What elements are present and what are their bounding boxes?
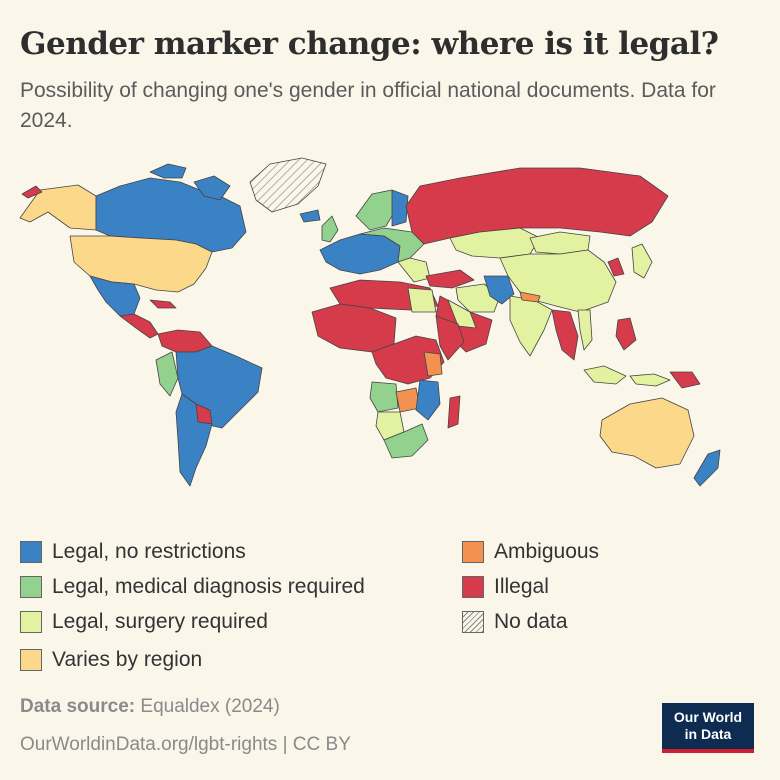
region-indonesia-west: [583, 365, 627, 385]
legend-item-ambiguous: Ambiguous: [462, 540, 599, 564]
region-south-africa: [383, 423, 429, 459]
region-saudi-arabia-interior: [447, 299, 477, 329]
legend-item-no-data: No data: [462, 610, 568, 634]
region-pakistan-afghanistan: [483, 275, 515, 305]
region-vietnam: [577, 309, 593, 351]
chart-title: Gender marker change: where is it legal?: [20, 26, 719, 62]
data-source: Data source: Equaldex (2024): [20, 696, 280, 718]
legend-swatch-yellow: [20, 649, 42, 671]
legend-swatch-green: [20, 576, 42, 598]
region-usa: [69, 235, 213, 293]
source-url[interactable]: OurWorldinData.org/lgbt-rights | CC BY: [20, 734, 351, 755]
legend-item-legal-medical-diagnosis: Legal, medical diagnosis required: [20, 575, 365, 599]
region-greenland: [249, 157, 327, 213]
logo-line-2: in Data: [684, 726, 732, 742]
region-baffin: [193, 175, 231, 201]
region-philippines: [615, 317, 637, 351]
legend-item-varies-by-region: Varies by region: [20, 648, 202, 672]
region-new-zealand: [693, 449, 721, 487]
region-angola: [369, 381, 399, 413]
data-source-label: Data source:: [20, 696, 136, 717]
region-egypt: [407, 287, 437, 313]
region-central-america: [119, 313, 159, 339]
data-source-value: Equaldex (2024): [140, 696, 280, 717]
region-cuba: [149, 299, 177, 309]
legend-label: Legal, medical diagnosis required: [52, 575, 365, 598]
legend-swatch-orange: [462, 541, 484, 563]
legend-label: Varies by region: [52, 648, 203, 671]
owid-logo[interactable]: Our World in Data: [662, 703, 754, 753]
region-canada-islands: [149, 163, 187, 179]
region-madagascar: [447, 395, 461, 429]
region-balkans: [397, 257, 431, 283]
region-western-europe: [319, 233, 401, 275]
region-png: [669, 371, 701, 389]
legend-swatch-lightgreen: [20, 611, 42, 633]
legend-swatch-blue: [20, 541, 42, 563]
region-korea: [607, 257, 625, 277]
region-indonesia-east: [629, 373, 671, 387]
region-aleutian: [21, 185, 43, 199]
legend-item-legal-surgery: Legal, surgery required: [20, 610, 268, 634]
region-iceland: [299, 209, 321, 223]
legend-label: Legal, surgery required: [52, 610, 268, 633]
region-peru: [155, 351, 179, 397]
world-map: [19, 157, 721, 487]
region-australia: [599, 397, 695, 469]
logo-line-1: Our World: [673, 709, 743, 725]
legend-item-illegal: Illegal: [462, 575, 549, 599]
legend-label: No data: [494, 610, 568, 633]
legend-label: Illegal: [494, 575, 549, 598]
legend-swatch-red: [462, 576, 484, 598]
region-uk: [321, 215, 339, 243]
region-turkey: [425, 269, 475, 289]
region-tanzania-moz: [415, 379, 441, 421]
legend-item-legal-no-restrictions: Legal, no restrictions: [20, 540, 246, 564]
region-west-africa: [311, 303, 397, 353]
region-east-africa: [435, 315, 465, 361]
region-myanmar-thailand: [551, 309, 579, 361]
region-finland: [391, 189, 409, 227]
region-india: [509, 295, 553, 357]
legend-label: Ambiguous: [494, 540, 600, 563]
legend-label: Legal, no restrictions: [52, 540, 246, 563]
region-argentina-chile: [175, 393, 213, 487]
legend-swatch-hatched: [462, 611, 484, 633]
region-kenya: [423, 351, 443, 377]
region-nepal: [519, 291, 541, 303]
chart-subtitle: Possibility of changing one's gender in …: [20, 79, 716, 132]
region-japan: [631, 243, 653, 279]
region-russia: [405, 167, 669, 245]
